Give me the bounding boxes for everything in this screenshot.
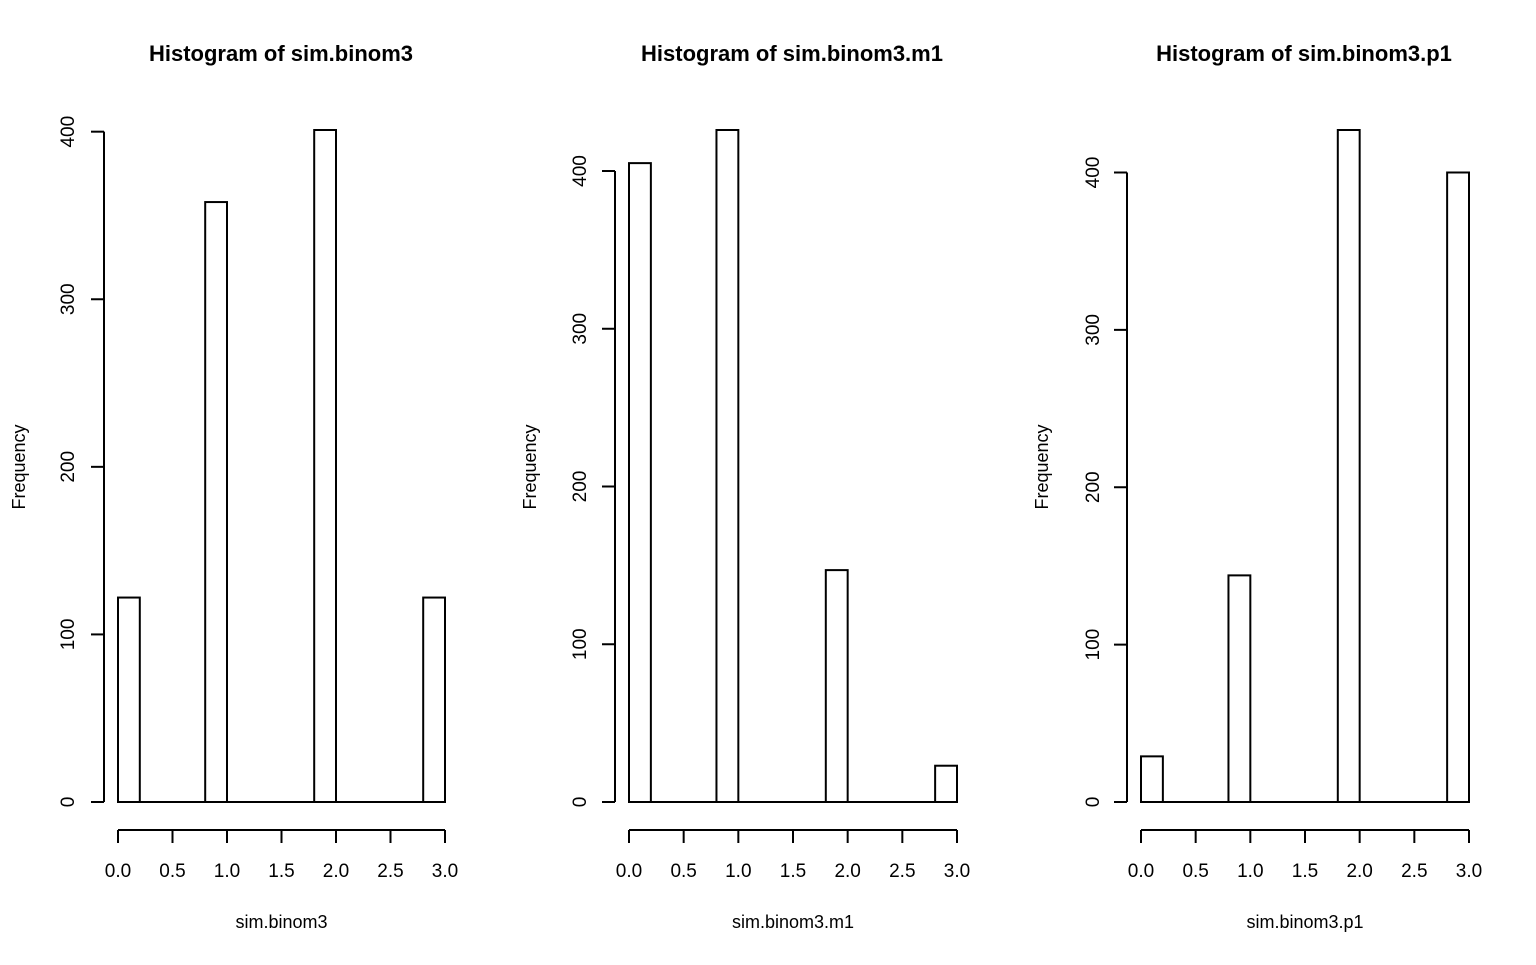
x-axis: 0.0 0.5 1.0 1.5 2.0 2.5 3.0 [105, 829, 458, 882]
x-axis-label: sim.binom3 [235, 912, 327, 932]
histogram-bar [204, 201, 228, 803]
histogram-panel-3: Histogram of sim.binom3.p1 Frequency sim.b… [1032, 41, 1482, 932]
y-axis-label: Frequency [9, 424, 29, 509]
y-axis-label: Frequency [520, 424, 540, 509]
x-tick-label: 0.5 [1182, 861, 1208, 882]
histogram-bar [715, 129, 740, 803]
x-tick-label: 2.5 [1401, 861, 1427, 882]
y-axis: 0 100 200 300 400 [58, 116, 105, 808]
histogram-bar [628, 162, 652, 803]
y-axis: 0 100 200 300 400 [1083, 157, 1128, 808]
x-axis-label: sim.binom3.p1 [1246, 912, 1363, 932]
histogram-bar [117, 596, 141, 804]
y-tick-label: 0 [58, 797, 79, 808]
histogram-bar [422, 596, 447, 804]
histogram-panel-2: Histogram of sim.binom3.m1 Frequency sim.b… [520, 41, 970, 932]
x-axis-label: sim.binom3.m1 [732, 912, 854, 932]
histogram-bar [1227, 574, 1252, 804]
y-tick-label: 400 [1083, 157, 1104, 189]
x-tick-label: 2.0 [1346, 861, 1372, 882]
x-tick-label: 0.0 [616, 861, 642, 882]
y-tick-label: 300 [58, 283, 79, 315]
histogram-panel-1: Histogram of sim.binom3 Frequency sim.bino… [9, 41, 458, 932]
y-tick-label: 100 [570, 628, 591, 660]
chart-title: Histogram of sim.binom3 [149, 41, 413, 66]
x-axis: 0.0 0.5 1.0 1.5 2.0 2.5 3.0 [616, 829, 970, 882]
y-tick-label: 100 [58, 619, 79, 651]
x-tick-label: 3.0 [944, 861, 970, 882]
x-tick-label: 1.0 [1237, 861, 1263, 882]
x-tick-label: 2.0 [323, 861, 349, 882]
y-tick-label: 0 [570, 797, 591, 808]
y-axis: 0 100 200 300 400 [570, 155, 616, 808]
x-tick-label: 2.0 [834, 861, 860, 882]
bars [1140, 129, 1470, 804]
y-tick-label: 100 [1083, 629, 1104, 661]
histogram-bar [313, 129, 338, 803]
chart-title: Histogram of sim.binom3.m1 [641, 41, 943, 66]
x-tick-label: 2.5 [889, 861, 915, 882]
y-tick-label: 200 [1083, 471, 1104, 503]
x-tick-label: 1.5 [1292, 861, 1318, 882]
histogram-bar [1446, 171, 1470, 803]
y-axis-label: Frequency [1032, 424, 1052, 509]
x-tick-label: 0.5 [159, 861, 185, 882]
x-tick-label: 0.0 [1128, 861, 1154, 882]
chart-title: Histogram of sim.binom3.p1 [1156, 41, 1452, 66]
x-tick-label: 3.0 [1456, 861, 1482, 882]
histogram-bar [1336, 129, 1361, 803]
y-tick-label: 400 [58, 116, 79, 148]
bars [117, 129, 447, 804]
x-tick-label: 1.0 [214, 861, 240, 882]
y-tick-label: 200 [570, 471, 591, 503]
x-tick-label: 0.5 [670, 861, 696, 882]
histogram-bar [824, 569, 849, 803]
x-tick-label: 1.5 [268, 861, 294, 882]
histogram-bar [1140, 755, 1164, 803]
x-tick-label: 0.0 [105, 861, 131, 882]
bars [628, 129, 959, 804]
y-tick-label: 400 [570, 155, 591, 187]
y-tick-label: 300 [570, 313, 591, 345]
x-tick-label: 1.0 [725, 861, 751, 882]
histogram-bar [934, 764, 959, 804]
x-axis: 0.0 0.5 1.0 1.5 2.0 2.5 3.0 [1128, 829, 1482, 882]
y-tick-label: 300 [1083, 314, 1104, 346]
y-tick-label: 0 [1083, 797, 1104, 808]
y-tick-label: 200 [58, 451, 79, 483]
x-tick-label: 3.0 [432, 861, 458, 882]
x-tick-label: 2.5 [377, 861, 403, 882]
x-tick-label: 1.5 [780, 861, 806, 882]
